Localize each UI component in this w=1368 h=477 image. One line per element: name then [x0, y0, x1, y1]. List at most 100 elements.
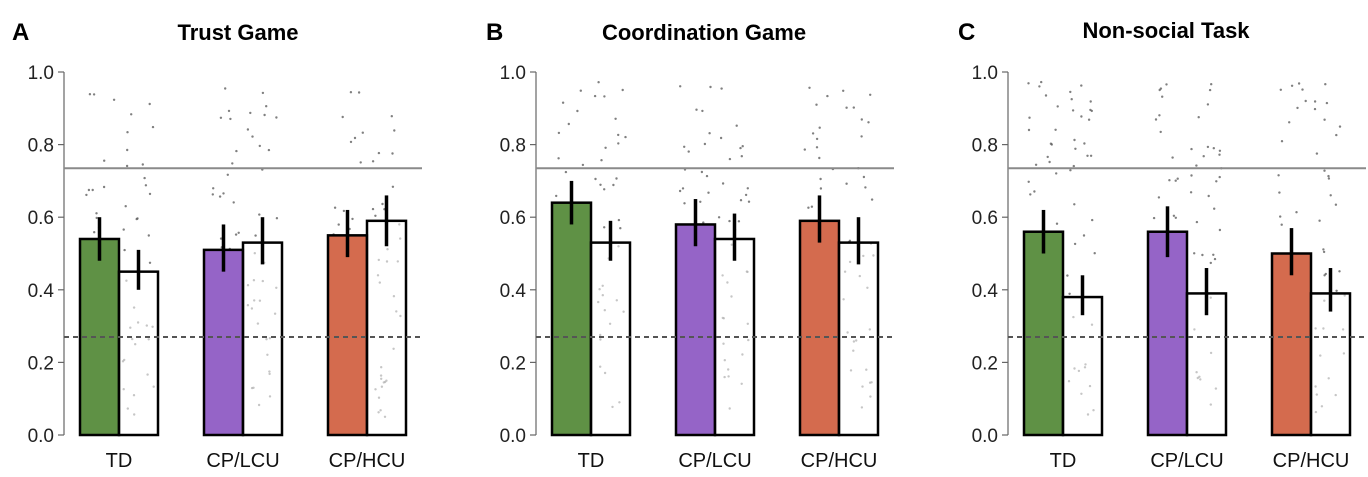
data-point — [617, 133, 620, 137]
data-point — [349, 91, 353, 94]
data-point — [151, 125, 155, 129]
data-point — [371, 207, 375, 211]
data-point — [740, 155, 743, 158]
y-tick-label: 0.8 — [972, 136, 998, 157]
data-point — [737, 220, 741, 223]
data-point — [1318, 219, 1321, 222]
data-point — [1322, 250, 1326, 254]
y-tick-label: 0.4 — [28, 281, 55, 302]
data-point — [359, 161, 362, 164]
bar — [202, 248, 245, 437]
data-point — [593, 94, 597, 98]
data-point — [1073, 138, 1076, 142]
bar — [326, 234, 369, 437]
data-point — [1069, 169, 1072, 172]
data-point — [1055, 172, 1058, 175]
data-point — [1324, 83, 1327, 86]
data-point — [1082, 234, 1086, 237]
data-point — [600, 159, 603, 162]
data-point — [869, 93, 872, 97]
data-point — [815, 146, 819, 149]
data-point — [95, 216, 98, 220]
data-point — [741, 145, 744, 148]
data-point — [702, 221, 705, 224]
data-point — [1323, 118, 1326, 121]
data-point — [1172, 214, 1176, 217]
data-point — [1027, 180, 1030, 183]
y-tick-label: 0.6 — [28, 208, 54, 229]
data-point — [581, 163, 585, 167]
data-point — [381, 202, 384, 206]
data-point — [744, 193, 748, 197]
data-point — [263, 113, 266, 117]
data-point — [261, 91, 265, 95]
data-point — [1295, 211, 1298, 214]
data-point — [555, 194, 558, 198]
data-point — [860, 135, 863, 138]
data-point — [222, 192, 225, 195]
data-point — [1208, 88, 1212, 92]
data-point — [227, 109, 231, 113]
data-point — [604, 146, 607, 149]
data-point — [1080, 84, 1083, 87]
data-point — [803, 148, 806, 151]
data-point — [1046, 155, 1049, 159]
data-point — [275, 217, 279, 220]
data-point — [122, 228, 125, 231]
data-point — [695, 108, 698, 111]
data-point — [747, 200, 751, 203]
data-point — [1086, 154, 1089, 157]
data-point — [1197, 116, 1200, 119]
bar — [837, 241, 880, 437]
x-category-label: CP/HCU — [1273, 450, 1350, 472]
data-point — [728, 157, 732, 161]
data-point — [258, 144, 261, 148]
data-point — [353, 136, 357, 140]
data-point — [246, 128, 250, 131]
data-point — [700, 170, 704, 174]
data-point — [1213, 257, 1217, 261]
data-point — [1087, 118, 1091, 121]
panel-title: Non-social Task — [1082, 18, 1250, 43]
data-point — [1089, 100, 1092, 103]
data-point — [603, 188, 606, 191]
data-point — [1033, 190, 1036, 193]
data-point — [249, 111, 252, 115]
data-point — [1210, 83, 1213, 86]
data-point — [739, 146, 742, 150]
data-point — [125, 164, 129, 168]
y-tick-label: 0.4 — [500, 281, 527, 302]
panel-letter: C — [958, 19, 975, 46]
data-point — [1171, 156, 1174, 159]
x-category-label: CP/HCU — [801, 450, 878, 472]
data-point — [1049, 142, 1053, 145]
x-category-label: CP/LCU — [206, 450, 279, 472]
data-point — [720, 87, 723, 90]
data-point — [136, 217, 139, 220]
data-point — [251, 135, 254, 138]
data-point — [1158, 114, 1161, 117]
data-point — [234, 233, 238, 236]
data-point — [1338, 270, 1341, 273]
data-point — [719, 136, 723, 140]
data-point — [391, 152, 394, 155]
bar — [798, 219, 841, 437]
data-point — [746, 187, 749, 190]
data-point — [1073, 242, 1077, 246]
data-point — [1034, 163, 1038, 166]
x-category-label: TD — [106, 450, 133, 472]
data-point — [1212, 253, 1215, 256]
data-point — [102, 185, 106, 189]
data-point — [683, 202, 686, 205]
data-point — [1055, 222, 1059, 225]
data-point — [617, 142, 620, 145]
y-tick-label: 0.0 — [28, 426, 54, 447]
data-point — [357, 91, 361, 94]
data-point — [557, 157, 560, 160]
data-point — [1323, 274, 1326, 277]
data-point — [1301, 88, 1304, 91]
data-point — [377, 151, 381, 155]
data-point — [612, 183, 615, 187]
data-point — [1202, 155, 1205, 158]
data-point — [557, 131, 561, 135]
